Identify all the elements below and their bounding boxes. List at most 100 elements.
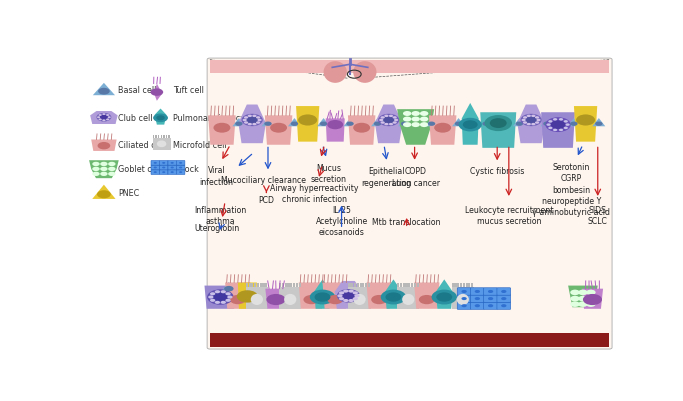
Polygon shape xyxy=(385,280,402,309)
Bar xyxy=(290,284,292,287)
FancyBboxPatch shape xyxy=(151,161,160,166)
Text: Ciliated cell: Ciliated cell xyxy=(118,141,165,150)
Circle shape xyxy=(343,299,348,302)
Circle shape xyxy=(501,297,507,300)
Bar xyxy=(210,333,609,348)
Circle shape xyxy=(563,121,568,123)
Bar xyxy=(363,284,365,287)
Circle shape xyxy=(455,122,462,127)
Bar xyxy=(293,284,295,287)
Text: Mucus
secretion: Mucus secretion xyxy=(311,164,347,184)
Text: Microfold cell: Microfold cell xyxy=(173,141,226,150)
FancyBboxPatch shape xyxy=(160,170,168,175)
Polygon shape xyxy=(154,84,162,101)
Circle shape xyxy=(102,120,105,122)
Bar xyxy=(279,287,301,309)
Circle shape xyxy=(320,122,327,127)
FancyBboxPatch shape xyxy=(497,302,511,310)
FancyBboxPatch shape xyxy=(176,161,185,166)
Circle shape xyxy=(501,290,507,293)
Polygon shape xyxy=(480,113,516,148)
FancyBboxPatch shape xyxy=(497,295,511,302)
Circle shape xyxy=(520,115,542,127)
Circle shape xyxy=(171,167,173,169)
Circle shape xyxy=(212,293,228,302)
Circle shape xyxy=(389,124,393,126)
Circle shape xyxy=(380,122,385,124)
Polygon shape xyxy=(322,283,348,309)
Circle shape xyxy=(462,297,466,300)
Circle shape xyxy=(106,119,109,121)
FancyBboxPatch shape xyxy=(457,295,471,302)
Bar xyxy=(411,284,413,287)
Circle shape xyxy=(458,119,482,132)
Circle shape xyxy=(230,295,246,304)
Bar xyxy=(246,284,248,287)
Circle shape xyxy=(394,119,398,122)
Circle shape xyxy=(100,162,108,167)
FancyBboxPatch shape xyxy=(497,288,511,296)
Bar xyxy=(457,284,459,287)
Circle shape xyxy=(97,117,100,119)
Circle shape xyxy=(385,115,389,118)
Circle shape xyxy=(208,296,214,299)
Bar xyxy=(417,284,419,287)
Circle shape xyxy=(488,290,493,293)
Circle shape xyxy=(221,301,226,304)
Circle shape xyxy=(523,122,527,124)
Circle shape xyxy=(98,119,102,121)
Circle shape xyxy=(98,89,110,95)
Circle shape xyxy=(488,304,493,308)
Bar xyxy=(400,284,402,287)
Circle shape xyxy=(420,123,428,128)
Circle shape xyxy=(583,294,602,305)
Circle shape xyxy=(154,162,157,164)
Bar xyxy=(463,284,465,287)
Polygon shape xyxy=(592,119,605,127)
Polygon shape xyxy=(225,283,251,309)
Bar xyxy=(265,284,267,287)
Circle shape xyxy=(352,298,358,300)
Bar xyxy=(466,284,468,287)
Circle shape xyxy=(256,117,260,119)
Bar xyxy=(451,284,454,287)
Circle shape xyxy=(154,172,157,174)
Circle shape xyxy=(393,117,397,119)
Bar xyxy=(351,284,353,287)
Bar xyxy=(163,136,165,139)
Text: Airway hyperreactivity
chronic infection: Airway hyperreactivity chronic infection xyxy=(270,183,359,203)
Circle shape xyxy=(536,119,541,122)
Bar xyxy=(254,284,256,287)
Ellipse shape xyxy=(353,294,365,305)
Circle shape xyxy=(108,117,111,119)
FancyBboxPatch shape xyxy=(484,302,497,310)
Circle shape xyxy=(535,122,539,124)
Polygon shape xyxy=(296,107,320,142)
Circle shape xyxy=(92,162,100,167)
Circle shape xyxy=(419,295,435,304)
Circle shape xyxy=(382,117,395,124)
Circle shape xyxy=(523,117,527,119)
Circle shape xyxy=(563,128,568,130)
Bar xyxy=(354,284,356,287)
Text: Uteroglobin: Uteroglobin xyxy=(194,223,239,233)
Circle shape xyxy=(227,296,232,299)
Bar xyxy=(152,136,154,139)
FancyBboxPatch shape xyxy=(151,166,160,170)
Circle shape xyxy=(586,290,596,296)
Circle shape xyxy=(389,115,393,118)
Circle shape xyxy=(97,191,111,199)
Bar xyxy=(210,61,609,73)
Circle shape xyxy=(270,124,287,134)
Circle shape xyxy=(553,119,557,121)
Circle shape xyxy=(543,122,550,127)
Bar xyxy=(451,287,474,309)
Circle shape xyxy=(353,124,370,134)
Bar xyxy=(298,284,301,287)
Circle shape xyxy=(525,117,538,124)
Circle shape xyxy=(566,124,570,127)
Circle shape xyxy=(248,124,252,126)
Text: Hillock: Hillock xyxy=(173,164,199,173)
Polygon shape xyxy=(92,140,117,152)
Circle shape xyxy=(348,290,354,293)
